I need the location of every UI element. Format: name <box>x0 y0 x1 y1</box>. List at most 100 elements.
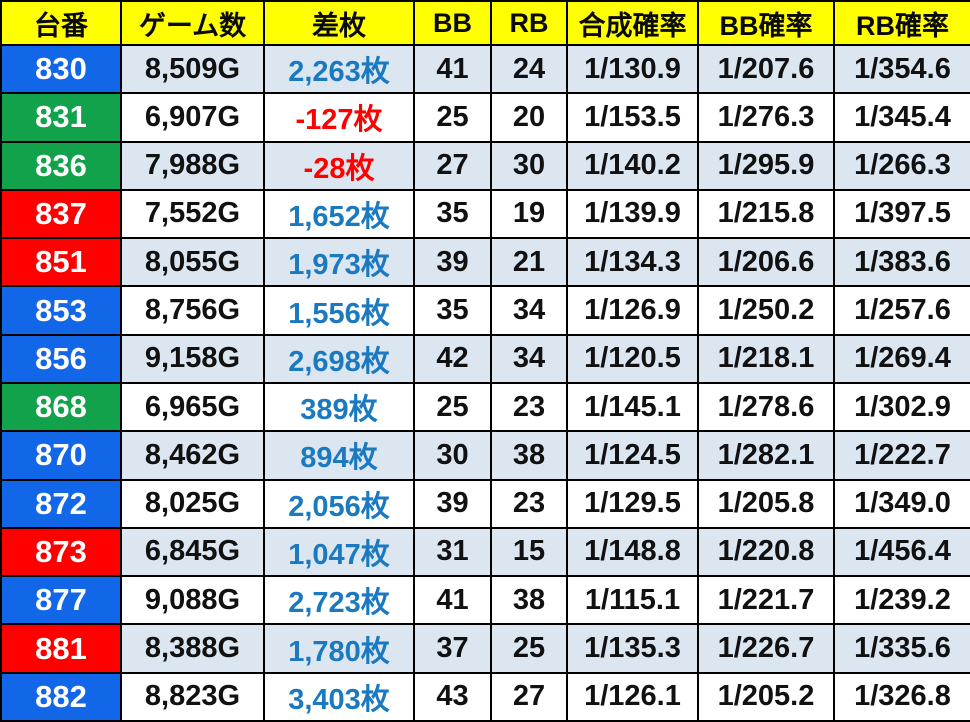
cell-machine-number: 870 <box>0 430 122 481</box>
table-row: 873 6,845G 1,047枚 31 15 1/148.8 1/220.8 … <box>0 526 970 578</box>
cell-coin-diff: 2,698枚 <box>263 333 415 384</box>
cell-machine-number: 872 <box>0 478 122 529</box>
col-header-coin-diff: 差枚 <box>263 0 415 46</box>
col-header-bb: BB <box>413 0 492 46</box>
table-row: 881 8,388G 1,780枚 37 25 1/135.3 1/226.7 … <box>0 623 970 674</box>
cell-rb-rate: 1/397.5 <box>833 188 970 240</box>
col-header-rb-rate: RB確率 <box>833 0 970 46</box>
cell-bb-rate: 1/205.8 <box>697 478 835 529</box>
cell-combined-rate: 1/134.3 <box>566 237 699 288</box>
cell-combined-rate: 1/135.3 <box>566 623 699 674</box>
cell-rb-rate: 1/269.4 <box>833 333 970 384</box>
cell-bb: 27 <box>413 140 492 191</box>
cell-coin-diff: 894枚 <box>263 430 415 481</box>
cell-bb-rate: 1/215.8 <box>697 188 835 240</box>
cell-game-count: 6,845G <box>120 526 265 578</box>
cell-bb: 41 <box>413 575 492 626</box>
cell-bb-rate: 1/250.2 <box>697 285 835 336</box>
cell-coin-diff: 2,263枚 <box>263 43 415 95</box>
table-row: 877 9,088G 2,723枚 41 38 1/115.1 1/221.7 … <box>0 575 970 626</box>
cell-bb-rate: 1/282.1 <box>697 430 835 481</box>
table-row: 872 8,025G 2,056枚 39 23 1/129.5 1/205.8 … <box>0 478 970 529</box>
cell-bb: 43 <box>413 671 492 722</box>
table-row: 882 8,823G 3,403枚 43 27 1/126.1 1/205.2 … <box>0 671 970 722</box>
cell-game-count: 8,823G <box>120 671 265 722</box>
cell-combined-rate: 1/130.9 <box>566 43 699 95</box>
cell-bb-rate: 1/276.3 <box>697 92 835 143</box>
cell-rb: 19 <box>490 188 568 240</box>
cell-bb: 41 <box>413 43 492 95</box>
cell-rb-rate: 1/456.4 <box>833 526 970 578</box>
cell-game-count: 7,552G <box>120 188 265 240</box>
cell-bb: 35 <box>413 188 492 240</box>
cell-rb-rate: 1/266.3 <box>833 140 970 191</box>
col-header-rb: RB <box>490 0 568 46</box>
cell-coin-diff: 1,556枚 <box>263 285 415 336</box>
cell-bb: 39 <box>413 478 492 529</box>
cell-bb-rate: 1/206.6 <box>697 237 835 288</box>
cell-combined-rate: 1/153.5 <box>566 92 699 143</box>
cell-rb: 25 <box>490 623 568 674</box>
cell-bb: 31 <box>413 526 492 578</box>
table-row: 856 9,158G 2,698枚 42 34 1/120.5 1/218.1 … <box>0 333 970 384</box>
header-row: 台番 ゲーム数 差枚 BB RB 合成確率 BB確率 RB確率 <box>0 0 970 46</box>
cell-bb: 25 <box>413 92 492 143</box>
cell-rb-rate: 1/326.8 <box>833 671 970 722</box>
cell-machine-number: 882 <box>0 671 122 722</box>
cell-machine-number: 830 <box>0 43 122 95</box>
cell-rb-rate: 1/354.6 <box>833 43 970 95</box>
cell-rb: 38 <box>490 430 568 481</box>
cell-rb: 24 <box>490 43 568 95</box>
cell-coin-diff: 3,403枚 <box>263 671 415 722</box>
cell-coin-diff: 389枚 <box>263 381 415 433</box>
cell-coin-diff: 1,780枚 <box>263 623 415 674</box>
cell-machine-number: 877 <box>0 575 122 626</box>
cell-coin-diff: 2,723枚 <box>263 575 415 626</box>
cell-rb: 20 <box>490 92 568 143</box>
cell-machine-number: 851 <box>0 237 122 288</box>
cell-machine-number: 881 <box>0 623 122 674</box>
cell-combined-rate: 1/124.5 <box>566 430 699 481</box>
table-row: 836 7,988G -28枚 27 30 1/140.2 1/295.9 1/… <box>0 140 970 191</box>
cell-bb: 25 <box>413 381 492 433</box>
table-row: 831 6,907G -127枚 25 20 1/153.5 1/276.3 1… <box>0 92 970 143</box>
cell-rb: 23 <box>490 478 568 529</box>
cell-rb-rate: 1/349.0 <box>833 478 970 529</box>
table-row: 870 8,462G 894枚 30 38 1/124.5 1/282.1 1/… <box>0 430 970 481</box>
cell-combined-rate: 1/115.1 <box>566 575 699 626</box>
cell-bb: 42 <box>413 333 492 384</box>
cell-bb: 37 <box>413 623 492 674</box>
col-header-machine-number: 台番 <box>0 0 122 46</box>
cell-machine-number: 856 <box>0 333 122 384</box>
cell-rb: 27 <box>490 671 568 722</box>
table-row: 851 8,055G 1,973枚 39 21 1/134.3 1/206.6 … <box>0 237 970 288</box>
cell-combined-rate: 1/129.5 <box>566 478 699 529</box>
cell-rb-rate: 1/335.6 <box>833 623 970 674</box>
cell-rb-rate: 1/345.4 <box>833 92 970 143</box>
cell-bb: 30 <box>413 430 492 481</box>
cell-rb-rate: 1/239.2 <box>833 575 970 626</box>
cell-combined-rate: 1/140.2 <box>566 140 699 191</box>
cell-coin-diff: 1,047枚 <box>263 526 415 578</box>
cell-rb: 38 <box>490 575 568 626</box>
cell-rb-rate: 1/383.6 <box>833 237 970 288</box>
cell-bb-rate: 1/295.9 <box>697 140 835 191</box>
cell-coin-diff: 1,973枚 <box>263 237 415 288</box>
cell-game-count: 6,965G <box>120 381 265 433</box>
cell-rb: 21 <box>490 237 568 288</box>
cell-bb-rate: 1/221.7 <box>697 575 835 626</box>
cell-game-count: 8,388G <box>120 623 265 674</box>
cell-rb-rate: 1/257.6 <box>833 285 970 336</box>
col-header-game-count: ゲーム数 <box>120 0 265 46</box>
cell-combined-rate: 1/126.1 <box>566 671 699 722</box>
table-row: 830 8,509G 2,263枚 41 24 1/130.9 1/207.6 … <box>0 43 970 95</box>
cell-rb: 15 <box>490 526 568 578</box>
cell-bb-rate: 1/226.7 <box>697 623 835 674</box>
cell-coin-diff: 1,652枚 <box>263 188 415 240</box>
cell-combined-rate: 1/139.9 <box>566 188 699 240</box>
cell-rb-rate: 1/302.9 <box>833 381 970 433</box>
cell-combined-rate: 1/148.8 <box>566 526 699 578</box>
cell-game-count: 8,509G <box>120 43 265 95</box>
cell-bb-rate: 1/207.6 <box>697 43 835 95</box>
